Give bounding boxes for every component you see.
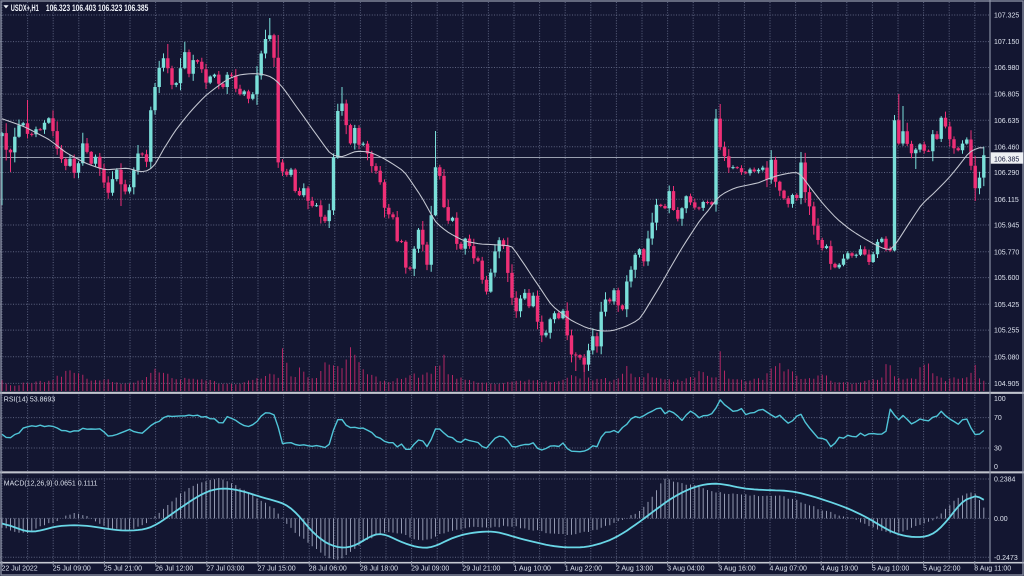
svg-text:105.770: 105.770	[994, 249, 1019, 256]
svg-text:106.980: 106.980	[994, 65, 1019, 72]
svg-text:105.945: 105.945	[994, 223, 1019, 230]
svg-text:0.00: 0.00	[994, 516, 1008, 523]
svg-text:106.460: 106.460	[994, 144, 1019, 151]
svg-text:USDX+,H1: USDX+,H1	[11, 3, 39, 13]
svg-text:4 Aug 19:00: 4 Aug 19:00	[821, 566, 858, 573]
svg-text:106.115: 106.115	[994, 197, 1019, 204]
svg-text:26 Jul 12:00: 26 Jul 12:00	[155, 566, 193, 573]
svg-text:-0.2473: -0.2473	[994, 555, 1018, 562]
svg-text:106.385: 106.385	[994, 156, 1019, 163]
svg-text:0: 0	[994, 464, 998, 471]
svg-text:3 Aug 16:00: 3 Aug 16:00	[718, 566, 755, 573]
svg-text:27 Jul 15:00: 27 Jul 15:00	[258, 566, 296, 573]
svg-text:105.255: 105.255	[994, 328, 1019, 335]
svg-text:RSI(14) 53.8693: RSI(14) 53.8693	[4, 397, 55, 404]
svg-text:104.905: 104.905	[994, 381, 1019, 388]
svg-text:105.600: 105.600	[994, 275, 1019, 282]
svg-text:70: 70	[994, 415, 1002, 422]
svg-text:28 Jul 06:00: 28 Jul 06:00	[309, 566, 347, 573]
svg-text:1 Aug 22:00: 1 Aug 22:00	[565, 566, 602, 573]
svg-text:22 Jul 2022: 22 Jul 2022	[2, 566, 38, 573]
svg-text:30: 30	[994, 446, 1002, 453]
svg-text:2 Aug 13:00: 2 Aug 13:00	[616, 566, 653, 573]
svg-text:5 Aug 10:00: 5 Aug 10:00	[872, 566, 909, 573]
svg-text:105.080: 105.080	[994, 354, 1019, 361]
svg-text:29 Jul 09:00: 29 Jul 09:00	[411, 566, 449, 573]
svg-text:5 Aug 22:00: 5 Aug 22:00	[923, 566, 960, 573]
svg-text:MACD(12,26,9) 0.0651 0.1111: MACD(12,26,9) 0.0651 0.1111	[4, 481, 98, 488]
svg-text:27 Jul 03:00: 27 Jul 03:00	[206, 566, 244, 573]
svg-text:25 Jul 21:00: 25 Jul 21:00	[104, 566, 142, 573]
svg-text:8 Aug 11:00: 8 Aug 11:00	[974, 566, 1011, 573]
svg-text:100: 100	[994, 396, 1006, 403]
svg-text:3 Aug 04:00: 3 Aug 04:00	[667, 566, 704, 573]
svg-text:106.805: 106.805	[994, 92, 1019, 99]
svg-text:106.290: 106.290	[994, 170, 1019, 177]
svg-text:105.425: 105.425	[994, 302, 1019, 309]
svg-text:4 Aug 07:00: 4 Aug 07:00	[770, 566, 807, 573]
svg-text:28 Jul 18:00: 28 Jul 18:00	[360, 566, 398, 573]
svg-text:0.2384: 0.2384	[994, 477, 1016, 484]
svg-text:25 Jul 09:00: 25 Jul 09:00	[53, 566, 91, 573]
svg-text:106.323 106.403 106.323 106.38: 106.323 106.403 106.323 106.385	[46, 3, 148, 13]
svg-text:106.635: 106.635	[994, 118, 1019, 125]
svg-text:29 Jul 21:00: 29 Jul 21:00	[462, 566, 500, 573]
svg-text:107.150: 107.150	[994, 39, 1019, 46]
svg-text:107.325: 107.325	[994, 13, 1019, 20]
svg-text:1 Aug 10:00: 1 Aug 10:00	[514, 566, 551, 573]
